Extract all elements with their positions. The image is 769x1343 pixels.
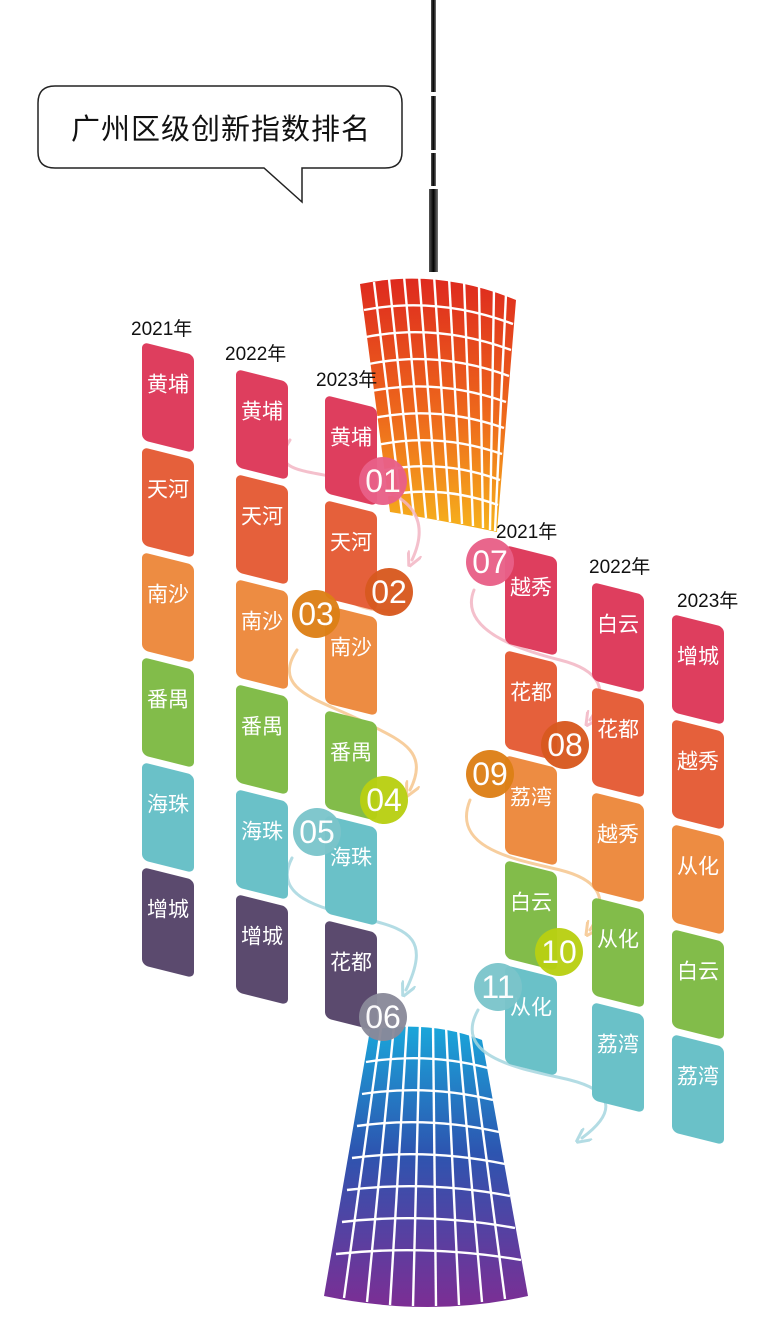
district-name: 白云	[677, 958, 719, 983]
district-name: 天河	[330, 529, 372, 554]
rank-badge: 09	[466, 750, 514, 798]
district-card: 增城	[672, 614, 724, 725]
page-title: 广州区级创新指数排名	[70, 112, 371, 146]
district-name: 越秀	[677, 748, 719, 773]
district-name: 白云	[510, 889, 552, 914]
tower-lower-body	[324, 1023, 528, 1307]
district-name: 增城	[147, 896, 189, 921]
title-callout-bubble	[37, 85, 403, 204]
district-card: 荔湾	[592, 1002, 644, 1113]
rank-badge: 10	[535, 928, 583, 976]
district-name: 越秀	[597, 821, 639, 846]
district-name: 从化	[677, 853, 719, 878]
district-card: 海珠	[236, 789, 288, 900]
district-name: 花都	[330, 949, 372, 974]
district-card: 海珠	[142, 762, 194, 873]
district-name: 南沙	[241, 608, 283, 633]
district-name: 天河	[241, 503, 283, 528]
district-card: 黄埔	[142, 342, 194, 453]
rank-badge: 02	[365, 568, 413, 616]
district-name: 番禺	[147, 686, 189, 711]
year-label: 2021年	[131, 319, 193, 340]
district-card: 从化	[592, 897, 644, 1008]
rank-badge: 11	[474, 963, 522, 1011]
district-name: 黄埔	[241, 398, 283, 423]
district-card: 增城	[142, 867, 194, 978]
district-name: 荔湾	[597, 1031, 639, 1056]
district-name: 黄埔	[330, 424, 372, 449]
district-name: 黄埔	[147, 371, 189, 396]
year-label: 2022年	[589, 557, 651, 578]
district-name: 增城	[241, 923, 283, 948]
district-card: 天河	[142, 447, 194, 558]
district-card: 黄埔	[236, 369, 288, 480]
district-card: 白云	[592, 582, 644, 693]
district-name: 花都	[597, 716, 639, 741]
district-name: 天河	[147, 476, 189, 501]
district-name: 从化	[597, 926, 639, 951]
district-card: 南沙	[142, 552, 194, 663]
district-name: 海珠	[147, 791, 189, 816]
district-card: 越秀	[592, 792, 644, 903]
tower-upper-body	[360, 274, 516, 532]
district-name: 海珠	[241, 818, 283, 843]
district-name: 南沙	[330, 634, 372, 659]
district-card: 番禺	[236, 684, 288, 795]
rank-badge: 06	[359, 993, 407, 1041]
rank-badge: 08	[541, 721, 589, 769]
district-card: 增城	[236, 894, 288, 1005]
rank-badge: 05	[293, 808, 341, 856]
district-name: 番禺	[330, 739, 372, 764]
year-label: 2023年	[316, 370, 378, 391]
district-card: 天河	[236, 474, 288, 585]
district-card: 番禺	[142, 657, 194, 768]
district-name: 番禺	[241, 713, 283, 738]
rank-badge: 01	[359, 457, 407, 505]
district-name: 海珠	[330, 844, 372, 869]
year-label: 2023年	[677, 591, 739, 612]
year-label: 2022年	[225, 344, 287, 365]
district-name: 白云	[597, 611, 639, 636]
year-label: 2021年	[496, 522, 558, 543]
district-name: 荔湾	[677, 1063, 719, 1088]
flow-arrow-conghua	[470, 1008, 608, 1138]
rank-badge: 04	[360, 776, 408, 824]
district-name: 花都	[510, 679, 552, 704]
district-card: 花都	[592, 687, 644, 798]
tower-mast	[429, 0, 438, 272]
district-name: 荔湾	[510, 784, 552, 809]
district-card: 荔湾	[672, 1034, 724, 1145]
district-name: 越秀	[510, 574, 552, 599]
district-card: 白云	[672, 929, 724, 1040]
district-card: 南沙	[236, 579, 288, 690]
district-name: 南沙	[147, 581, 189, 606]
district-card: 越秀	[672, 719, 724, 830]
rank-badge: 03	[292, 590, 340, 638]
rank-badge: 07	[466, 538, 514, 586]
district-card: 从化	[672, 824, 724, 935]
district-name: 增城	[677, 643, 719, 668]
